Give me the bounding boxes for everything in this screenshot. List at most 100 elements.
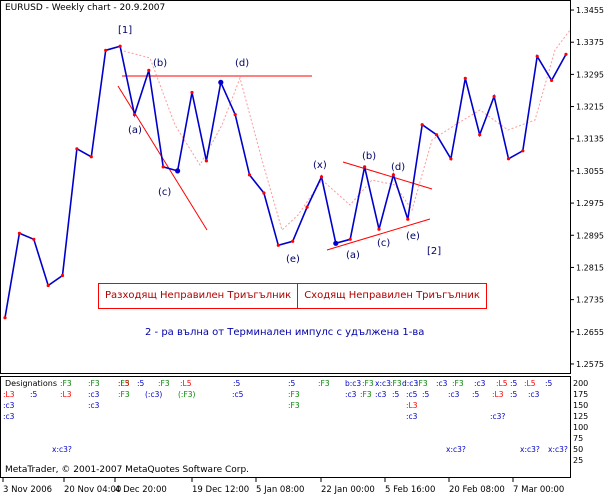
x-tick-label: 5 Jan 08:00: [256, 485, 304, 495]
y-tick-label: 1.2655: [576, 328, 604, 337]
y-tick-label: 1.3215: [576, 103, 604, 112]
indicator-designation: :5: [30, 390, 38, 399]
price-point: [262, 191, 266, 195]
indicator-scale-label: 125: [573, 412, 588, 421]
price-point: [104, 48, 108, 52]
price-point: [161, 165, 165, 169]
indicator-designation: :F3: [360, 390, 372, 399]
x-tick-label: 20 Nov 04:00: [64, 485, 121, 495]
indicator-frame: [0, 376, 571, 478]
indicator-scale-label: 75: [573, 434, 583, 443]
indicator-designation: :5: [392, 390, 400, 399]
wave-pivot-point: [333, 240, 339, 246]
contracting-triangle-lower-line: [326, 218, 431, 251]
price-point: [420, 123, 424, 127]
indicator-designation: x:c3?: [520, 445, 540, 454]
price-series-line: [4, 45, 567, 318]
price-point: [449, 157, 453, 161]
price-point: [406, 217, 410, 221]
indicator-designation: :5: [510, 379, 518, 388]
x-axis: 3 Nov 2006 20 Nov 04:004 Dec 20:00 19 Dec …: [2, 478, 564, 495]
price-point: [506, 157, 511, 161]
contracting-triangle-upper-line: [342, 161, 433, 190]
indicator-designation: :c5: [406, 390, 418, 399]
indicator-designation: :F3: [390, 379, 402, 388]
left-d-label: (d): [235, 58, 249, 69]
indicator-designation: :F3: [318, 379, 330, 388]
left-a-label: (a): [128, 125, 142, 136]
price-point: [478, 133, 482, 137]
x-tick-label: 20 Feb 08:00: [449, 485, 505, 495]
indicator-scale-label: 100: [573, 423, 588, 432]
indicator-designation: :F3: [362, 379, 374, 388]
indicator-designation: :F3: [118, 390, 130, 399]
indicator-designation: :F3: [60, 379, 72, 388]
indicator-designation: :F3: [118, 379, 130, 388]
indicator-designation: :F3: [288, 390, 300, 399]
main-chart-frame: [0, 0, 571, 374]
price-point: [550, 78, 554, 82]
indicator-layer: :F3:F3:F3:L5:5:F3:L5:5:5:F3 b:c3:F3 x:c3:F…: [3, 379, 568, 454]
y-tick-label: 1.3295: [576, 70, 604, 79]
indicator-designation: :L5: [496, 379, 508, 388]
indicator-designation: d:c3: [402, 379, 418, 388]
price-point: [3, 316, 7, 320]
x-tick-label: 7 Mar 00:00: [513, 485, 564, 495]
indicator-designation: (:F3): [178, 390, 196, 399]
price-point: [434, 133, 439, 137]
indicator-designation: :5: [233, 379, 241, 388]
left-c-label: (c): [158, 187, 171, 198]
wave-labels: [1] (b) (a) (c) (d) (e) (x) (b) (d) (a) …: [118, 25, 441, 265]
right-b-label: (b): [362, 151, 376, 162]
y-tick-label: 1.2975: [576, 199, 604, 208]
y-tick-label: 1.2815: [576, 263, 604, 272]
indicator-designation: :c3: [345, 390, 357, 399]
indicator-scale-label: 200: [573, 379, 588, 388]
indicator-designation: :L5: [524, 379, 536, 388]
indicator-designation: x:c3?: [446, 445, 466, 454]
price-point: [118, 44, 122, 48]
indicator-designation: :L5: [118, 379, 130, 388]
wave-1-label: [1]: [118, 25, 132, 36]
y-tick-label: 1.3135: [576, 135, 604, 144]
indicator-designation: :L3: [3, 390, 15, 399]
y-tick-label: 1.2895: [576, 231, 604, 240]
price-point: [89, 155, 93, 159]
legend-contracting-triangle: Сходящ Неправилен Триъгълник: [304, 290, 480, 301]
indicator-designation: :c3: [436, 379, 448, 388]
indicator-designation: x:c3: [375, 379, 391, 388]
price-point: [147, 68, 151, 72]
price-point: [75, 147, 79, 151]
legend-divider: [297, 284, 299, 308]
indicator-designation: :L3: [492, 390, 504, 399]
indicator-designation: :c3?: [490, 412, 505, 421]
indicator-designation: :c3: [3, 412, 15, 421]
price-point: [204, 159, 208, 163]
indicator-designation: :c3: [448, 390, 460, 399]
y-tick-label: 1.3455: [576, 6, 604, 15]
x-tick-label: 5 Feb 16:00: [385, 485, 435, 495]
price-point: [17, 231, 21, 235]
indicator-designation: :F3: [452, 379, 464, 388]
indicator-designation: :c3: [88, 390, 100, 399]
price-point: [305, 205, 309, 209]
indicator-designation: :c3: [528, 390, 540, 399]
price-point: [233, 113, 237, 117]
triangle-legend: Разходящ Неправилен Триъгълник Сходящ Не…: [98, 283, 487, 309]
legend-expanding-triangle: Разходящ Неправилен Триъгълник: [105, 290, 292, 301]
indicator-designation: :5: [422, 390, 430, 399]
wave-pivot-point: [175, 168, 181, 174]
indicator-designation: (:c3): [145, 390, 162, 399]
x-tick-label: 22 Jan 00:00: [321, 485, 375, 495]
indicator-designation: :c3: [3, 401, 15, 410]
x-tick-label: 3 Nov 2006: [3, 485, 52, 495]
indicator-designation: :c3: [375, 390, 387, 399]
right-d-label: (d): [391, 162, 405, 173]
indicator-designation: :F3: [158, 379, 170, 388]
price-layer: [3, 44, 568, 320]
x-label: (x): [313, 160, 327, 171]
left-e-label: (e): [286, 254, 300, 265]
right-e-label: (e): [406, 231, 420, 242]
price-point: [348, 237, 352, 241]
